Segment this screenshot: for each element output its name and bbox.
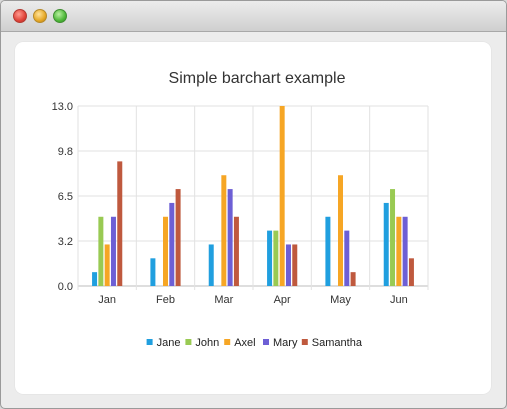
bar-mary [402, 216, 408, 286]
legend-label: Mary [273, 337, 298, 349]
x-tick-label: Jan [98, 294, 116, 306]
bar-mary [110, 216, 116, 286]
bar-jane [92, 272, 98, 286]
bars [92, 106, 414, 286]
bar-mary [169, 202, 175, 286]
x-tick-label: Apr [274, 294, 291, 306]
legend-label: Jane [157, 337, 181, 349]
bar-axel [221, 175, 227, 286]
bar-mary [285, 244, 291, 286]
bar-samantha [117, 161, 123, 286]
bar-john [273, 230, 279, 286]
bar-axel [104, 244, 110, 286]
bar-mary [344, 230, 350, 286]
bar-jane [383, 202, 389, 286]
y-tick-label: 3.2 [58, 236, 73, 248]
x-tick-label: Jun [390, 294, 408, 306]
legend-swatch [185, 339, 192, 345]
bar-axel [396, 216, 402, 286]
zoom-button[interactable] [53, 9, 67, 23]
bar-mary [227, 189, 233, 286]
minimize-button[interactable] [33, 9, 47, 23]
bar-samantha [408, 258, 414, 286]
y-tick-label: 0.0 [58, 281, 73, 293]
chart-title: Simple barchart example [169, 70, 346, 87]
bar-axel [338, 175, 343, 286]
y-axis-ticks: 0.0 3.2 6.5 9.8 13.0 [52, 101, 73, 293]
bar-axel [163, 216, 168, 286]
y-tick-label: 6.5 [58, 191, 73, 203]
legend-swatch [224, 339, 231, 345]
bar-samantha [350, 272, 356, 286]
bar-jane [150, 258, 156, 286]
legend-swatch [263, 339, 269, 345]
bar-samantha [175, 189, 181, 286]
bar-samantha [292, 244, 298, 286]
y-tick-label: 13.0 [52, 101, 73, 113]
x-tick-label: Mar [214, 294, 233, 306]
x-tick-label: May [330, 294, 351, 306]
legend: Jane John Axel Mary Samantha [146, 337, 363, 349]
bar-jane [267, 230, 273, 286]
bar-samantha [233, 216, 239, 286]
bar-john [390, 189, 396, 286]
legend-label: Samantha [312, 337, 363, 349]
legend-swatch [146, 339, 153, 345]
close-button[interactable] [13, 9, 27, 23]
grid [77, 105, 429, 290]
y-tick-label: 9.8 [58, 146, 73, 158]
legend-label: Axel [234, 337, 255, 349]
bar-jane [208, 244, 214, 286]
legend-label: John [195, 337, 219, 349]
title-bar [1, 1, 506, 32]
bar-john [98, 216, 104, 286]
bar-jane [325, 216, 331, 286]
x-axis-ticks: Jan Feb Mar Apr May Jun [98, 294, 407, 306]
x-tick-label: Feb [156, 294, 175, 306]
legend-swatch [301, 339, 308, 345]
bar-axel [279, 106, 285, 286]
